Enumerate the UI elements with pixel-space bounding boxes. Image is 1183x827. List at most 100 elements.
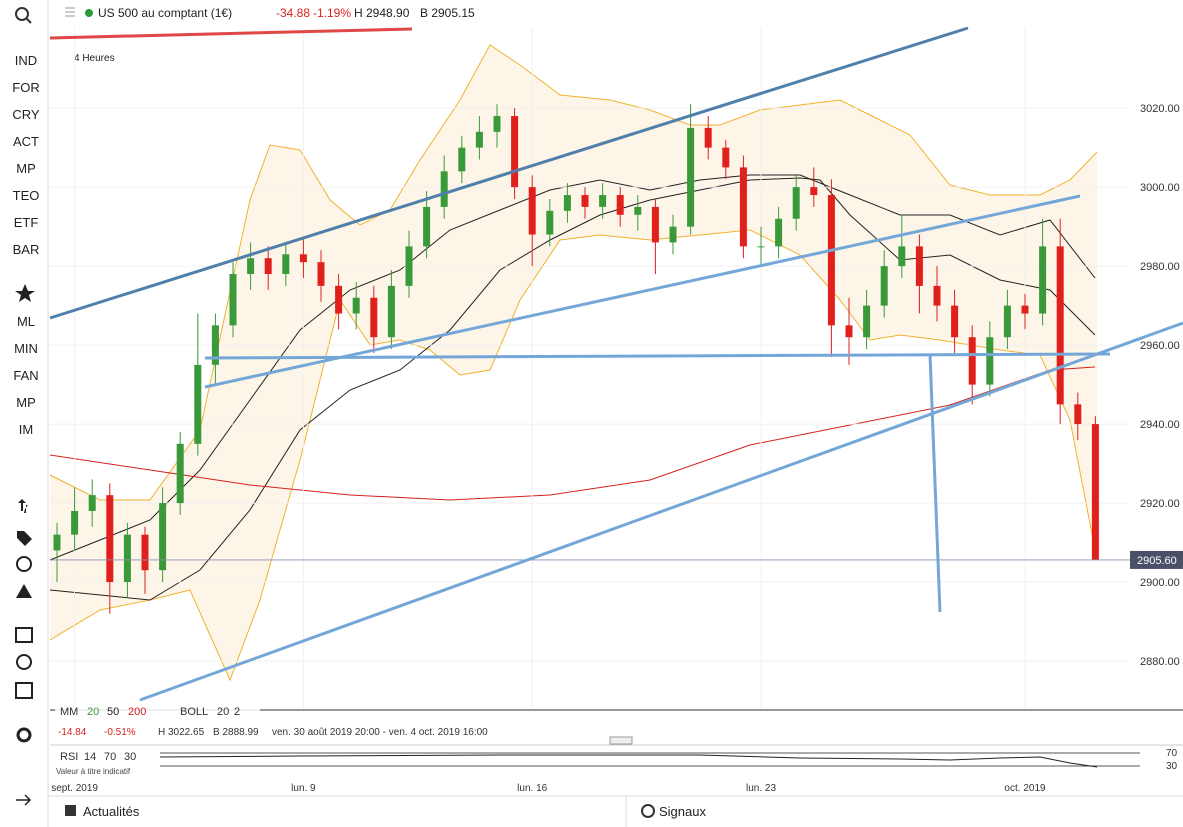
candle-body [370, 297, 378, 338]
candle-body [528, 187, 536, 235]
candle-body [986, 337, 994, 385]
market-tab[interactable]: IND [15, 53, 37, 68]
footer: Actualités Signaux [47, 797, 706, 827]
y-tick-label: 2920.00 [1140, 498, 1180, 510]
rsi-line [159, 754, 1098, 768]
boll-param[interactable]: 2 [234, 706, 240, 718]
market-tab[interactable]: TEO [13, 188, 40, 203]
candle-body [845, 325, 853, 338]
candle-body [423, 206, 431, 247]
market-tab[interactable]: MP [16, 161, 36, 176]
trend-line[interactable] [139, 321, 1183, 702]
y-tick-label: 2900.00 [1140, 577, 1180, 589]
ma-50 [49, 177, 1096, 601]
trend-line[interactable] [928, 353, 942, 613]
candle-body [440, 171, 448, 207]
mm-period[interactable]: 20 [87, 706, 99, 718]
candle-body [405, 246, 413, 286]
candle-body [247, 258, 255, 275]
last-price-badge [1130, 550, 1183, 569]
tool-tab[interactable]: MP [16, 395, 36, 410]
favorites-icon[interactable] [15, 284, 35, 302]
status-dot [85, 9, 93, 17]
tool-tab[interactable]: FAN [13, 368, 38, 383]
y-tick-label: 2880.00 [1140, 656, 1180, 668]
candle-body [387, 285, 395, 338]
candle-body [71, 510, 79, 535]
candle-body [159, 503, 167, 571]
candle-body [123, 534, 131, 583]
tool-tab[interactable]: MIN [14, 341, 38, 356]
sidebar [0, 0, 48, 827]
indicator-lines [49, 44, 1098, 682]
candle-body [194, 364, 202, 444]
tab[interactable]: Signaux [659, 804, 706, 819]
period-low: B 2888.99 [213, 727, 259, 738]
candle-body [581, 195, 589, 207]
candle-body [616, 195, 624, 215]
tool-tab[interactable]: IM [19, 422, 33, 437]
candle-body [229, 274, 237, 326]
candle-body [651, 206, 659, 243]
candle-body [792, 187, 800, 219]
candle-body [722, 147, 730, 168]
bollinger-lower [49, 229, 1098, 682]
candle-body [915, 246, 923, 286]
boll-label[interactable]: BOLL [180, 706, 208, 718]
candle-body [88, 495, 96, 511]
candle-body [53, 534, 61, 551]
trend-line[interactable] [49, 27, 413, 40]
x-tick-label: lun. 23 [746, 783, 776, 794]
candle-body [1074, 404, 1082, 425]
rsi-param[interactable]: 70 [104, 751, 116, 763]
trend-line[interactable] [49, 26, 969, 320]
market-tab[interactable]: BAR [13, 242, 40, 257]
rsi-param[interactable]: 30 [124, 751, 136, 763]
candle-body [704, 127, 712, 148]
candle-body [933, 285, 941, 306]
trend-line[interactable] [204, 352, 1111, 360]
candle-body [1039, 246, 1047, 314]
tool-tab[interactable]: ML [17, 314, 35, 329]
mm-period[interactable]: 200 [128, 706, 146, 718]
last-price-label: 2905.60 [1137, 555, 1177, 567]
candle-body [1003, 305, 1011, 338]
candle-body [669, 226, 677, 243]
y-tick-label: 2980.00 [1140, 261, 1180, 273]
market-tab[interactable]: ACT [13, 134, 39, 149]
tab[interactable]: Actualités [83, 804, 140, 819]
mm-label[interactable]: MM [60, 706, 78, 718]
boll-param[interactable]: 20 [217, 706, 229, 718]
y-tick-label: 2960.00 [1140, 340, 1180, 352]
mm-period[interactable]: 50 [107, 706, 119, 718]
candle-body [687, 127, 695, 227]
rsi-level: 30 [1166, 761, 1178, 772]
rsi-label[interactable]: RSI [60, 751, 78, 763]
search-icon[interactable] [15, 7, 32, 24]
trend-line[interactable] [204, 194, 1081, 389]
high: H 2948.90 [354, 6, 410, 20]
candle-body [1056, 246, 1064, 405]
trend-lines[interactable] [49, 26, 1183, 702]
menu-icon[interactable] [65, 7, 75, 17]
candle-body [1091, 424, 1099, 560]
market-tab[interactable]: CRY [12, 107, 40, 122]
market-tab[interactable]: ETF [14, 215, 39, 230]
indicator-strip: MM 20 50 200 BOLL 20 2 -14.84 -0.51% H 3… [50, 703, 1183, 776]
period-change-pct: -0.51% [104, 727, 136, 738]
rsi-note: Valeur à titre indicatif [56, 767, 131, 776]
candle-body [335, 285, 343, 314]
tool-icons[interactable] [15, 499, 33, 806]
resize-handle[interactable] [609, 736, 633, 745]
y-tick-label: 3020.00 [1140, 103, 1180, 115]
rsi-param[interactable]: 14 [84, 751, 96, 763]
period-change: -14.84 [58, 727, 87, 738]
change-pct: -1.19% [313, 6, 351, 20]
instrument[interactable]: US 500 au comptant (1€) [98, 6, 232, 20]
candle-body [757, 246, 765, 248]
market-tab[interactable]: FOR [12, 80, 39, 95]
candle-body [352, 297, 360, 314]
x-tick-label: oct. 2019 [1004, 783, 1046, 794]
candle-body [458, 147, 466, 172]
